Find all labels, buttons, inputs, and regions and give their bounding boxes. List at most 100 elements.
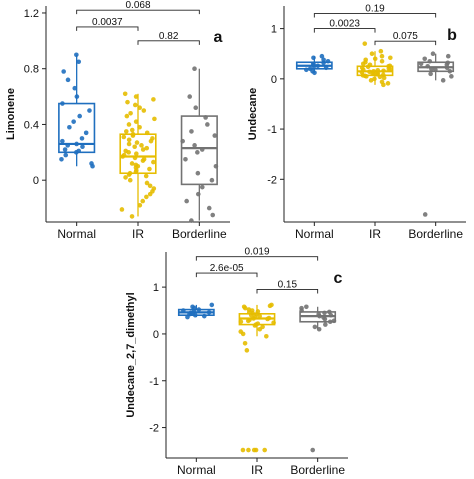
data-point — [140, 198, 146, 204]
y-tick-label: 1 — [153, 282, 159, 294]
p-value-label: 0.0023 — [329, 19, 360, 30]
data-point — [151, 159, 156, 165]
data-point — [140, 158, 146, 163]
data-point — [90, 163, 95, 169]
data-point — [377, 74, 383, 80]
data-point — [193, 105, 199, 111]
data-point — [209, 177, 215, 183]
x-tick-label: Normal — [295, 227, 334, 241]
data-point — [252, 323, 258, 328]
data-point — [319, 53, 325, 59]
data-point — [76, 59, 82, 65]
data-point — [65, 143, 71, 148]
p-value-label: 0.19 — [365, 4, 385, 15]
data-point — [427, 58, 433, 64]
data-point — [184, 198, 189, 204]
data-point — [147, 166, 152, 172]
data-point — [213, 163, 219, 169]
data-point — [240, 447, 246, 453]
data-point — [445, 53, 451, 59]
data-point — [185, 314, 190, 320]
data-point — [360, 61, 366, 67]
data-point — [378, 48, 384, 54]
data-point — [127, 177, 133, 183]
data-point — [74, 94, 80, 99]
data-point — [139, 143, 144, 148]
y-tick-label: -2 — [149, 423, 159, 435]
data-point — [304, 304, 309, 310]
data-point — [418, 61, 424, 67]
data-point — [62, 147, 68, 152]
data-point — [387, 66, 393, 72]
data-point — [61, 69, 66, 74]
comparison-bracket — [195, 272, 258, 278]
p-value-label: 0.0037 — [92, 17, 123, 28]
data-point — [129, 127, 135, 133]
data-point — [388, 55, 393, 61]
data-point — [183, 156, 188, 162]
data-point — [126, 137, 132, 143]
data-point — [251, 447, 257, 453]
data-point — [379, 58, 385, 64]
data-point — [321, 60, 326, 66]
data-point — [134, 140, 140, 145]
data-point — [144, 145, 150, 151]
comparison-bracket — [76, 26, 139, 31]
data-point — [195, 170, 201, 176]
data-point — [147, 183, 153, 189]
data-point — [364, 74, 369, 79]
data-point — [362, 41, 368, 46]
data-point — [72, 85, 78, 91]
y-tick-label: 1 — [271, 24, 277, 36]
y-tick-label: -2 — [267, 174, 277, 186]
data-point — [370, 71, 375, 77]
data-point — [206, 205, 212, 211]
data-point — [425, 63, 430, 69]
data-point — [73, 150, 79, 155]
data-point — [265, 316, 270, 322]
data-point — [120, 154, 126, 159]
panel-letter: c — [334, 270, 343, 287]
data-point — [304, 67, 309, 73]
data-point — [209, 302, 215, 308]
data-point — [322, 310, 327, 316]
data-point — [121, 134, 127, 140]
p-value-label: 0.019 — [244, 247, 269, 258]
data-point — [257, 313, 262, 319]
data-point — [123, 129, 129, 134]
data-point — [74, 52, 79, 58]
data-point — [327, 319, 333, 325]
comparison-bracket — [313, 13, 437, 18]
p-value-label: 0.15 — [278, 279, 298, 290]
data-point — [192, 66, 197, 72]
data-point — [365, 64, 371, 70]
data-point — [262, 447, 267, 453]
data-point — [129, 214, 135, 219]
x-tick-label: IR — [251, 463, 263, 474]
data-point — [133, 94, 139, 99]
data-point — [322, 316, 328, 322]
data-point — [422, 56, 428, 62]
comparison-bracket — [256, 289, 319, 294]
data-point — [152, 116, 157, 122]
y-axis-label: Undecane — [247, 88, 259, 141]
data-point — [440, 78, 446, 83]
data-point — [181, 308, 186, 313]
data-point — [433, 67, 438, 73]
data-point — [126, 150, 131, 155]
data-point — [132, 155, 138, 161]
x-tick-label: Normal — [57, 227, 96, 241]
data-point — [369, 51, 375, 57]
data-point — [133, 169, 139, 175]
data-point — [134, 151, 139, 157]
x-tick-label: IR — [132, 227, 144, 241]
panel-letter: a — [214, 29, 223, 46]
data-point — [245, 318, 251, 324]
x-tick-label: IR — [369, 227, 381, 241]
data-point — [192, 143, 197, 148]
comparison-bracket — [76, 9, 200, 15]
data-point — [385, 81, 391, 86]
data-point — [137, 105, 143, 111]
data-point — [126, 122, 132, 127]
